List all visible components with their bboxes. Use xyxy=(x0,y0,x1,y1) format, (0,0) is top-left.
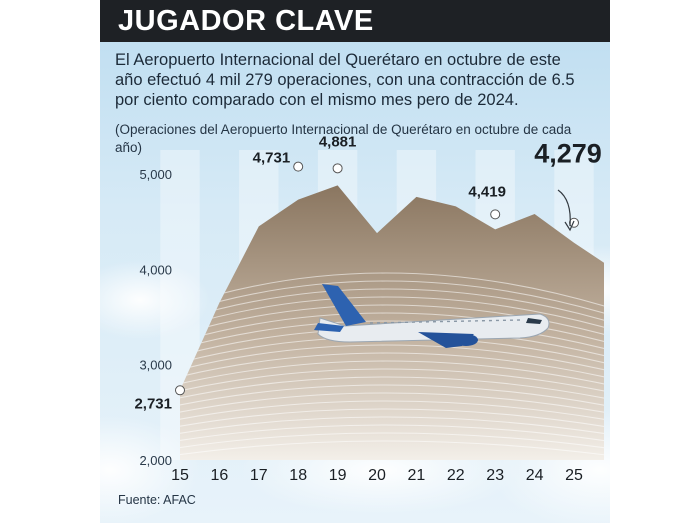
data-point xyxy=(332,163,343,174)
area-stripe xyxy=(180,400,604,422)
area-stripe xyxy=(180,360,604,387)
area-stripes xyxy=(180,272,604,457)
area-stripe xyxy=(180,320,604,352)
callout-arrowhead xyxy=(564,220,575,232)
area-stripe xyxy=(180,312,604,345)
x-tick-label: 16 xyxy=(211,467,229,484)
data-label: 4,731 xyxy=(253,150,291,167)
source-note: Fuente: AFAC xyxy=(118,493,196,507)
area-stripe xyxy=(180,392,604,415)
header-bar xyxy=(100,0,610,42)
x-tick-label: 20 xyxy=(368,467,386,484)
area-stripe xyxy=(180,344,604,373)
y-tick-label: 2,000 xyxy=(139,453,172,468)
area-stripe xyxy=(180,272,604,310)
data-labels: 2,731 4,731 4,881 4,419 4,279 xyxy=(134,133,601,412)
area-stripe xyxy=(180,280,604,317)
x-tick-label: 17 xyxy=(250,467,268,484)
cloud xyxy=(20,415,200,523)
y-tick-label: 3,000 xyxy=(139,358,172,373)
data-label: 2,731 xyxy=(134,395,172,412)
x-tick-label: 15 xyxy=(171,467,189,484)
data-point xyxy=(175,385,185,396)
x-axis: 15 16 17 18 19 20 21 22 23 24 25 xyxy=(171,467,583,484)
airplane-icon xyxy=(314,284,550,348)
area-stripe xyxy=(180,376,604,401)
area-stripe xyxy=(180,424,604,443)
x-tick-label: 18 xyxy=(289,467,307,484)
x-tick-label: 25 xyxy=(565,467,583,484)
cloud xyxy=(70,260,210,340)
lead-paragraph: El Aeropuerto Internacional del Querétar… xyxy=(115,51,575,109)
x-tick-label: 22 xyxy=(447,467,465,484)
y-axis: 2,000 3,000 4,000 5,000 xyxy=(139,167,172,468)
data-label: 4,881 xyxy=(319,133,357,150)
area-stripe xyxy=(180,384,604,408)
area-stripe xyxy=(180,432,604,450)
data-point xyxy=(490,209,501,220)
area-stripe xyxy=(180,368,604,394)
area-stripe xyxy=(180,352,604,380)
x-tick-label: 23 xyxy=(486,467,504,484)
data-label: 4,279 xyxy=(534,139,602,169)
area-stripe xyxy=(180,288,604,324)
area-stripe xyxy=(180,296,604,331)
chart-note: (Operaciones del Aeropuerto Internaciona… xyxy=(115,122,572,155)
y-tick-label: 5,000 xyxy=(139,167,172,182)
x-tick-label: 19 xyxy=(329,467,347,484)
data-label: 4,419 xyxy=(468,183,506,200)
data-point xyxy=(293,161,304,172)
area-stripe xyxy=(180,304,604,338)
callout-arrow xyxy=(557,189,571,227)
page-title: JUGADOR CLAVE xyxy=(118,5,374,37)
area-stripe xyxy=(180,440,604,457)
x-tick-label: 24 xyxy=(526,467,544,484)
data-markers xyxy=(175,161,579,396)
area-stripe xyxy=(180,416,604,436)
x-tick-label: 21 xyxy=(408,467,426,484)
y-tick-label: 4,000 xyxy=(139,262,172,277)
area-stripe xyxy=(180,408,604,429)
